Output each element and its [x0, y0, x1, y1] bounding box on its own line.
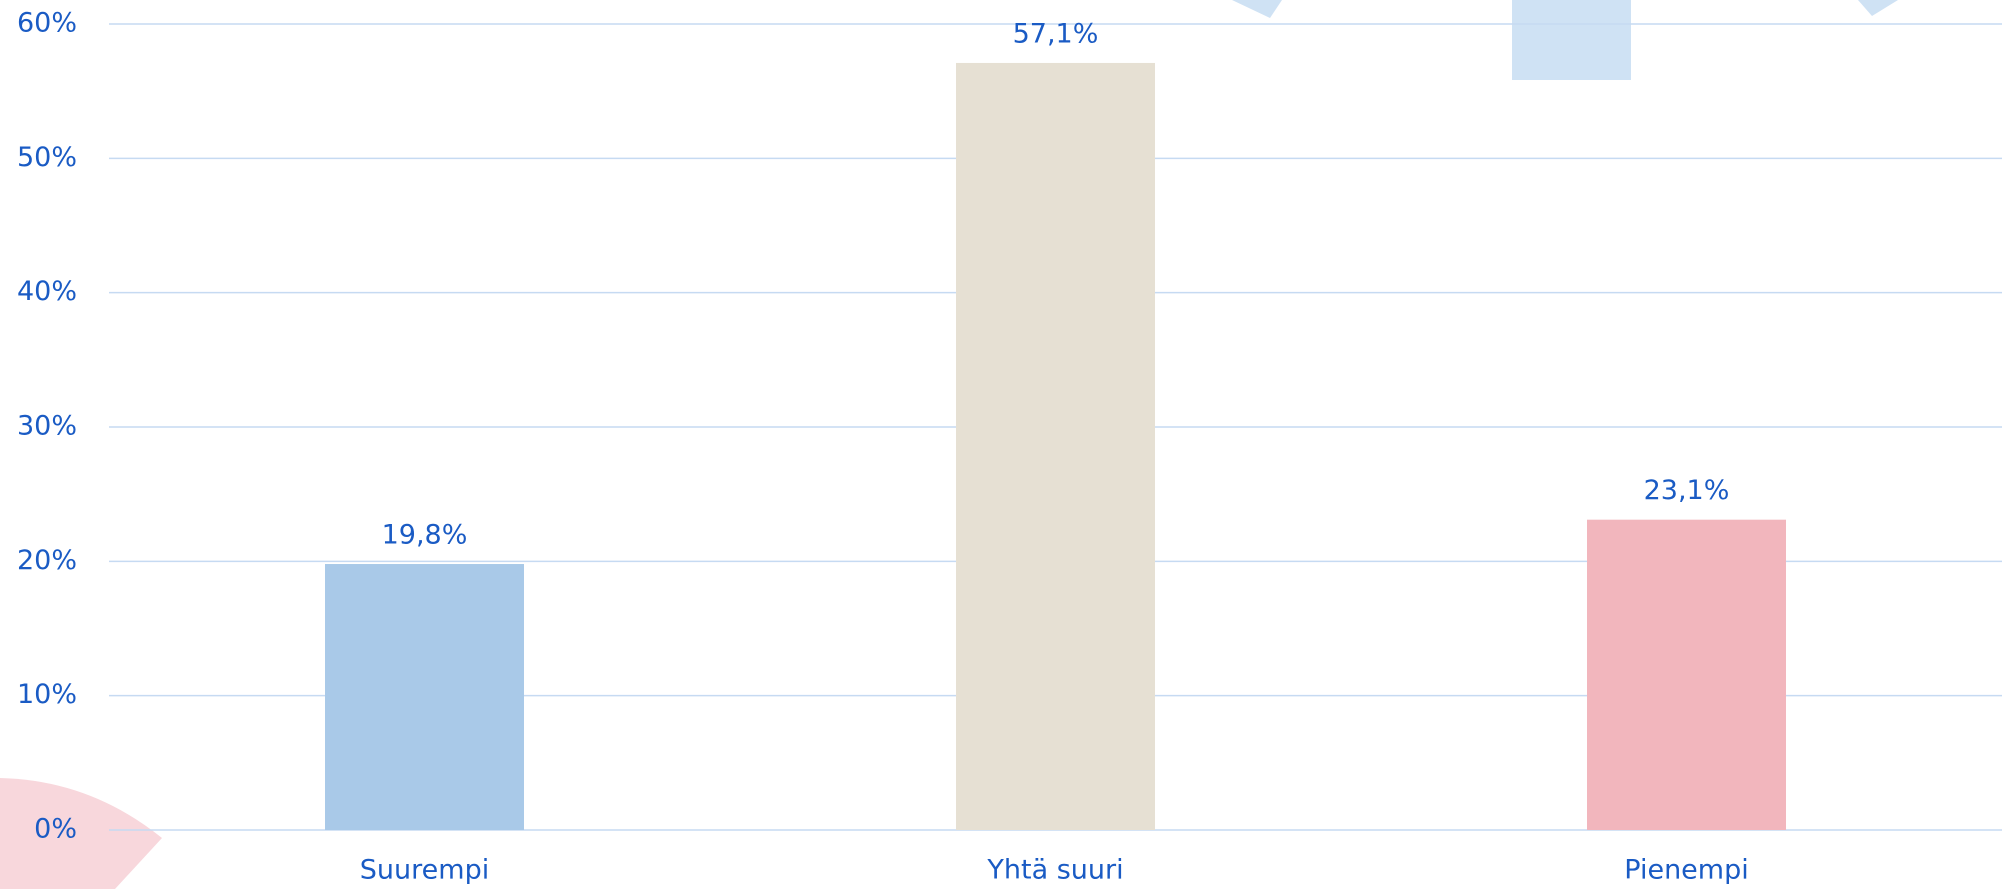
bar: [956, 62, 1155, 830]
decor-shape: [1232, 0, 1282, 18]
decor-shape: [1512, 0, 1631, 80]
decor-shape: [0, 778, 162, 889]
y-tick-label: 10%: [17, 679, 77, 710]
bar: [325, 564, 524, 830]
x-tick-label: Pienempi: [1624, 855, 1748, 886]
decor-shape: [1858, 0, 1898, 16]
y-tick-label: 40%: [17, 276, 77, 307]
y-tick-label: 20%: [17, 545, 77, 576]
x-tick-label: Suurempi: [360, 855, 489, 886]
y-tick-label: 50%: [17, 142, 77, 173]
bar: [1587, 519, 1786, 830]
value-label: 57,1%: [1013, 18, 1099, 49]
y-tick-label: 30%: [17, 411, 77, 442]
y-tick-label: 60%: [17, 8, 77, 39]
value-label: 19,8%: [382, 520, 468, 551]
x-tick-label: Yhtä suuri: [986, 855, 1123, 886]
value-label: 23,1%: [1644, 475, 1730, 506]
y-tick-label: 0%: [34, 814, 77, 845]
